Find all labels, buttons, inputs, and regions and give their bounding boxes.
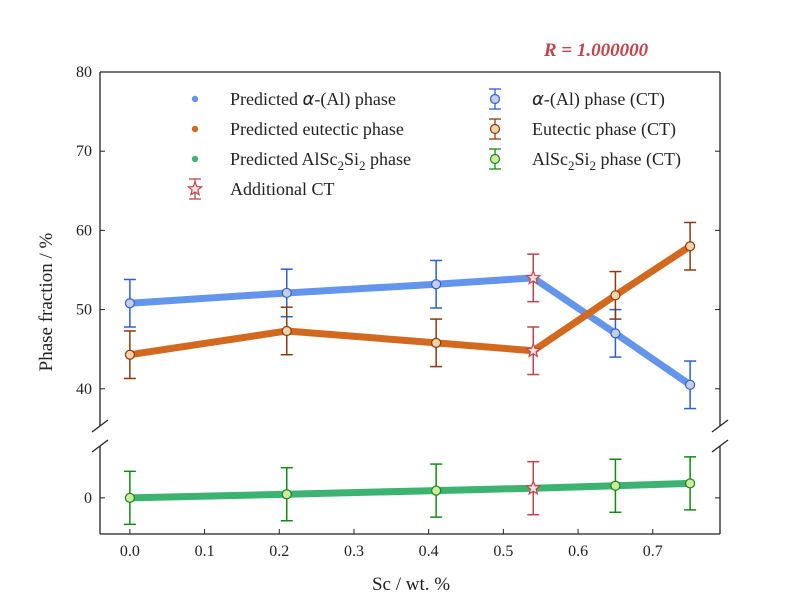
legend-label: α-(Al) phase (CT) (532, 89, 665, 110)
legend-label: Eutectic phase (CT) (532, 119, 676, 140)
additional-ct-star (525, 269, 542, 285)
alsc2si2-ct-point (281, 489, 292, 500)
alsc2si2-ct-point (124, 492, 135, 503)
legend-star-marker (186, 180, 204, 197)
additional-ct-star (525, 479, 542, 496)
x-tick-label: 0.4 (419, 543, 439, 560)
eutectic-ct-point (431, 337, 442, 348)
axis-break-mark (91, 439, 109, 453)
legend-label: AlSc2Si2 phase (CT) (532, 149, 681, 173)
additional-ct-star (525, 342, 542, 358)
plot-layer (123, 221, 697, 526)
legend-label: Additional CT (230, 179, 335, 199)
y-tick-label: 40 (76, 381, 92, 398)
predicted-eutectic-line (126, 242, 694, 359)
alpha-ct-point (124, 298, 135, 309)
alsc2si2-ct-point (685, 478, 696, 489)
alsc2si2-ct-point (610, 480, 621, 491)
eutectic-ct-point (124, 349, 135, 360)
alpha-ct-point (685, 379, 696, 390)
x-tick-label: 0.1 (195, 543, 215, 560)
eutectic-ct-point (281, 325, 292, 337)
x-tick-label: 0.6 (568, 543, 588, 560)
legend-circle-marker (489, 123, 501, 135)
axis-break-mark (711, 419, 729, 433)
axes-layer: 0.0 0.1 0.2 0.3 0.4 0.5 0.6 0.7 40 50 60 70 80 0 (76, 64, 729, 560)
x-tick-label: 0.7 (643, 543, 663, 560)
legend: Predicted α-(Al) phase Predicted eutectic… (186, 88, 681, 200)
axis-break-mark (711, 439, 729, 453)
legend-dot-marker (191, 155, 199, 163)
legend-label: Predicted AlSc2Si2 phase (230, 149, 411, 173)
r-value-annotation: R = 1.000000 (543, 40, 649, 61)
legend-dot-marker (191, 125, 199, 133)
eutectic-ct-point (685, 241, 696, 252)
y-axis-title: Phase fraction / % (36, 232, 57, 371)
alpha-ct-point (281, 287, 292, 299)
legend-dot-marker (191, 95, 199, 103)
axis-break-mark (91, 419, 109, 433)
predicted-alpha-line (126, 274, 694, 389)
y-tick-label: 0 (84, 490, 92, 507)
y-tick-label: 60 (76, 222, 92, 239)
x-tick-label: 0.2 (269, 543, 289, 560)
legend-circle-marker (489, 93, 501, 105)
legend-label: Predicted eutectic phase (230, 119, 404, 139)
predicted-alsc2si2-line (126, 479, 694, 502)
alsc2si2-ct-point (431, 485, 442, 496)
x-tick-label: 0.0 (120, 543, 140, 560)
alpha-ct-point (610, 328, 621, 339)
x-axis-title: Sc / wt. % (372, 574, 450, 595)
legend-circle-marker (489, 153, 501, 165)
alpha-ct-point (431, 279, 442, 290)
y-tick-label: 50 (76, 302, 92, 319)
y-tick-label: 70 (76, 143, 92, 160)
y-tick-label: 80 (76, 64, 92, 81)
x-tick-label: 0.5 (493, 543, 513, 560)
legend-label: Predicted α-(Al) phase (230, 89, 396, 110)
x-tick-label: 0.3 (344, 543, 364, 560)
eutectic-ct-point (610, 290, 621, 301)
